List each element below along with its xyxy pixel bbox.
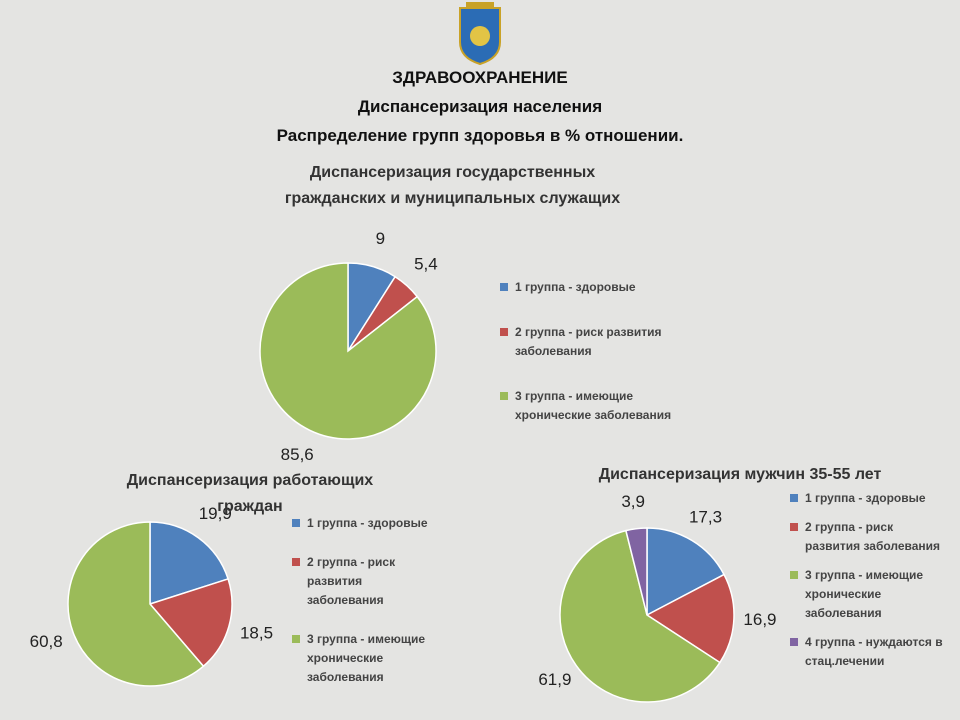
legend-label: 2 группа - риск развития заболевания: [805, 520, 941, 553]
data-label: 16,9: [743, 610, 776, 629]
data-label: 85,6: [281, 445, 314, 464]
header-line: Диспансеризация населения: [357, 97, 603, 116]
legend-swatch: [500, 392, 508, 400]
legend-swatch: [790, 523, 798, 531]
legend-label: 3 группа - имеющие хронические заболеван…: [307, 632, 426, 684]
data-label: 19,9: [199, 504, 232, 523]
legend-swatch: [292, 635, 300, 643]
data-label: 9: [376, 229, 385, 248]
legend-swatch: [292, 558, 300, 566]
data-label: 18,5: [240, 624, 273, 643]
data-label: 60,8: [30, 632, 63, 651]
legend-swatch: [292, 519, 300, 527]
legend-item: 2 группа - риск развития заболевания: [790, 518, 950, 556]
pie-slice: [259, 262, 437, 440]
legend-item: 4 группа - нуждаются в стац.лечении: [790, 633, 950, 671]
pie-slice: [148, 578, 233, 668]
legend-label: 1 группа - здоровые: [307, 516, 428, 530]
legend-swatch: [500, 283, 508, 291]
legend-label: 2 группа - риск развития заболевания: [307, 555, 396, 607]
legend: 1 группа - здоровые 2 группа - риск разви…: [790, 489, 950, 671]
legend-item: 3 группа - имеющие хронические заболеван…: [500, 387, 690, 425]
chart-title: Диспансеризация работающих граждан: [126, 472, 374, 515]
legend-item: 3 группа - имеющие хронические заболеван…: [292, 630, 442, 687]
header-line: ЗДРАВООХРАНЕНИЕ: [392, 68, 568, 87]
legend-swatch: [790, 571, 798, 579]
legend-swatch: [500, 328, 508, 336]
pie-slice: [624, 527, 648, 616]
legend-item: 1 группа - здоровые: [790, 489, 950, 508]
legend-label: 1 группа - здоровые: [805, 491, 926, 505]
legend-item: 2 группа - риск развития заболевания: [292, 553, 442, 610]
data-label: 5,4: [414, 254, 438, 273]
legend-item: 3 группа - имеющие хронические заболеван…: [790, 566, 950, 623]
pie-slice: [67, 521, 205, 687]
emblem: [459, 2, 501, 66]
legend-label: 4 группа - нуждаются в стац.лечении: [805, 635, 943, 668]
legend-swatch: [790, 638, 798, 646]
legend-item: 1 группа - здоровые: [292, 514, 442, 533]
legend: 1 группа - здоровые 2 группа - риск разви…: [500, 278, 690, 425]
legend-label: 3 группа - имеющие хронические заболеван…: [515, 389, 672, 422]
legend-swatch: [790, 494, 798, 502]
header-line: Распределение групп здоровья в % отношен…: [276, 126, 684, 145]
pie-slice: [559, 529, 721, 703]
data-label: 17,3: [689, 508, 722, 527]
legend-item: 2 группа - риск развития заболевания: [500, 323, 690, 361]
chart-title: Диспансеризация государственных гражданс…: [284, 164, 621, 207]
legend: 1 группа - здоровые 2 группа - риск разви…: [292, 514, 442, 687]
chart-title: Диспансеризация мужчин 35-55 лет: [598, 466, 882, 483]
legend-item: 1 группа - здоровые: [500, 278, 690, 297]
legend-label: 3 группа - имеющие хронические заболеван…: [805, 568, 924, 620]
pie-slice: [149, 521, 230, 606]
legend-label: 2 группа - риск развития заболевания: [515, 325, 662, 358]
legend-label: 1 группа - здоровые: [515, 280, 636, 294]
pie-slice: [645, 573, 735, 664]
data-label: 61,9: [538, 670, 571, 689]
data-label: 3,9: [621, 492, 645, 511]
pie-slice: [646, 527, 726, 617]
